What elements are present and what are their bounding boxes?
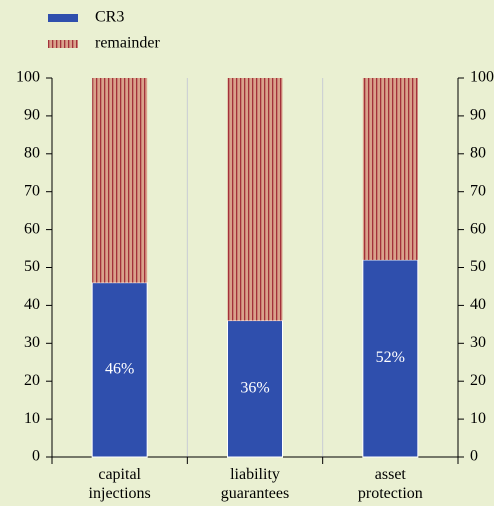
legend-swatch bbox=[48, 40, 78, 48]
y2-tick-label: 10 bbox=[470, 410, 486, 427]
y2-tick-label: 0 bbox=[470, 448, 478, 465]
y-tick-label: 20 bbox=[24, 372, 40, 389]
y2-tick-label: 30 bbox=[470, 334, 486, 351]
legend-label: CR3 bbox=[95, 9, 124, 26]
y-tick-label: 70 bbox=[24, 182, 40, 199]
bar-cr3 bbox=[227, 320, 283, 458]
y-tick-label: 30 bbox=[24, 334, 40, 351]
y-tick-label: 60 bbox=[24, 220, 40, 237]
y2-tick-label: 60 bbox=[470, 220, 486, 237]
y-tick-label: 0 bbox=[32, 448, 40, 465]
y-tick-label: 40 bbox=[24, 296, 40, 313]
y-tick-label: 90 bbox=[24, 107, 40, 124]
y2-tick-label: 20 bbox=[470, 372, 486, 389]
data-label: 52% bbox=[376, 349, 405, 366]
bar-remainder bbox=[227, 78, 283, 321]
legend-swatch bbox=[48, 14, 78, 22]
data-label: 36% bbox=[240, 379, 269, 396]
y2-tick-label: 80 bbox=[470, 144, 486, 161]
y-tick-label: 100 bbox=[16, 69, 40, 86]
legend-label: remainder bbox=[95, 35, 161, 52]
y2-tick-label: 50 bbox=[470, 258, 486, 275]
bar-cr3 bbox=[362, 259, 419, 458]
y2-tick-label: 90 bbox=[470, 107, 486, 124]
y-tick-label: 50 bbox=[24, 258, 40, 275]
bar-remainder bbox=[362, 78, 418, 260]
x-tick-label: asset protection bbox=[358, 466, 423, 502]
x-tick-label: capital injections bbox=[89, 466, 151, 502]
y-tick-label: 10 bbox=[24, 410, 40, 427]
x-tick-label: liability guarantees bbox=[221, 466, 289, 502]
y2-tick-label: 40 bbox=[470, 296, 486, 313]
y2-tick-label: 70 bbox=[470, 182, 486, 199]
y-tick-label: 80 bbox=[24, 144, 40, 161]
data-label: 46% bbox=[105, 361, 134, 378]
y2-tick-label: 100 bbox=[470, 69, 494, 86]
bar-remainder bbox=[92, 78, 148, 283]
